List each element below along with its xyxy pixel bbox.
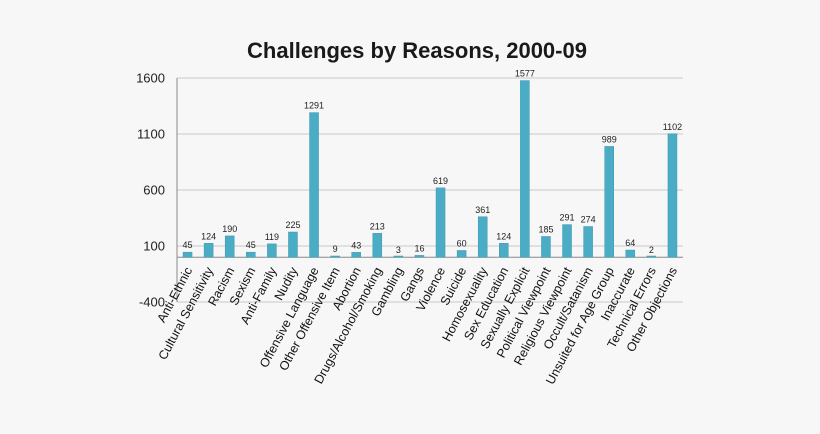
- data-label: 185: [538, 224, 553, 234]
- y-tick-label: 600: [143, 183, 165, 198]
- data-label: 3: [396, 245, 401, 255]
- y-tick-label: 100: [143, 239, 165, 254]
- data-label: 124: [201, 231, 216, 241]
- data-label: 361: [475, 205, 490, 215]
- data-label: 16: [414, 243, 424, 253]
- data-label: 190: [222, 224, 237, 234]
- data-label: 45: [183, 240, 193, 250]
- bar: [541, 236, 551, 258]
- data-label: 60: [457, 238, 467, 248]
- data-label: 119: [265, 232, 279, 242]
- data-label: 1291: [304, 101, 324, 111]
- bar: [246, 251, 256, 258]
- gridlines: [177, 77, 683, 303]
- bar: [330, 255, 340, 258]
- bar: [456, 250, 467, 258]
- bar: [309, 112, 319, 258]
- bar: [414, 255, 425, 258]
- data-label: 1102: [663, 122, 682, 132]
- bar: [477, 216, 488, 258]
- bar: [267, 243, 277, 258]
- y-tick-label: 1600: [136, 71, 165, 86]
- y-axis-ticks: -400 100 600 1100 1600: [136, 71, 165, 310]
- data-labels: 45 124 190 45 119 225 1291 9 43 213 3 16 619 60 361 124…: [183, 69, 683, 255]
- data-label: 1577: [515, 69, 535, 79]
- bar: [562, 224, 572, 258]
- data-label: 124: [496, 231, 511, 241]
- bar: [182, 251, 193, 258]
- bar: [351, 252, 361, 258]
- data-label: 619: [433, 176, 448, 186]
- data-label: 225: [285, 220, 300, 230]
- bar: [583, 226, 593, 258]
- axes: [176, 78, 683, 302]
- chart-title: Challenges by Reasons, 2000-09: [247, 38, 587, 63]
- bar: [224, 235, 235, 258]
- data-label: 45: [246, 240, 256, 250]
- data-label: 989: [602, 134, 617, 144]
- data-label: 274: [581, 215, 596, 225]
- bar: [393, 255, 404, 258]
- data-label: 9: [333, 244, 338, 254]
- bar: [203, 243, 214, 258]
- y-tick-label: -400: [139, 295, 165, 310]
- bar: [288, 231, 298, 258]
- bar: [499, 243, 509, 258]
- data-label: 213: [370, 221, 385, 231]
- bar: [604, 146, 614, 258]
- y-tick-label: 1100: [137, 127, 165, 142]
- bar: [372, 233, 383, 258]
- bar: [646, 255, 657, 258]
- data-label: 291: [560, 213, 575, 223]
- data-label: 43: [351, 240, 361, 250]
- bar: [667, 133, 678, 258]
- data-label: 2: [649, 245, 654, 255]
- bars: [182, 80, 678, 258]
- bar: [520, 80, 530, 258]
- bar: [625, 249, 636, 258]
- data-label: 64: [625, 238, 635, 248]
- bar: [435, 187, 446, 258]
